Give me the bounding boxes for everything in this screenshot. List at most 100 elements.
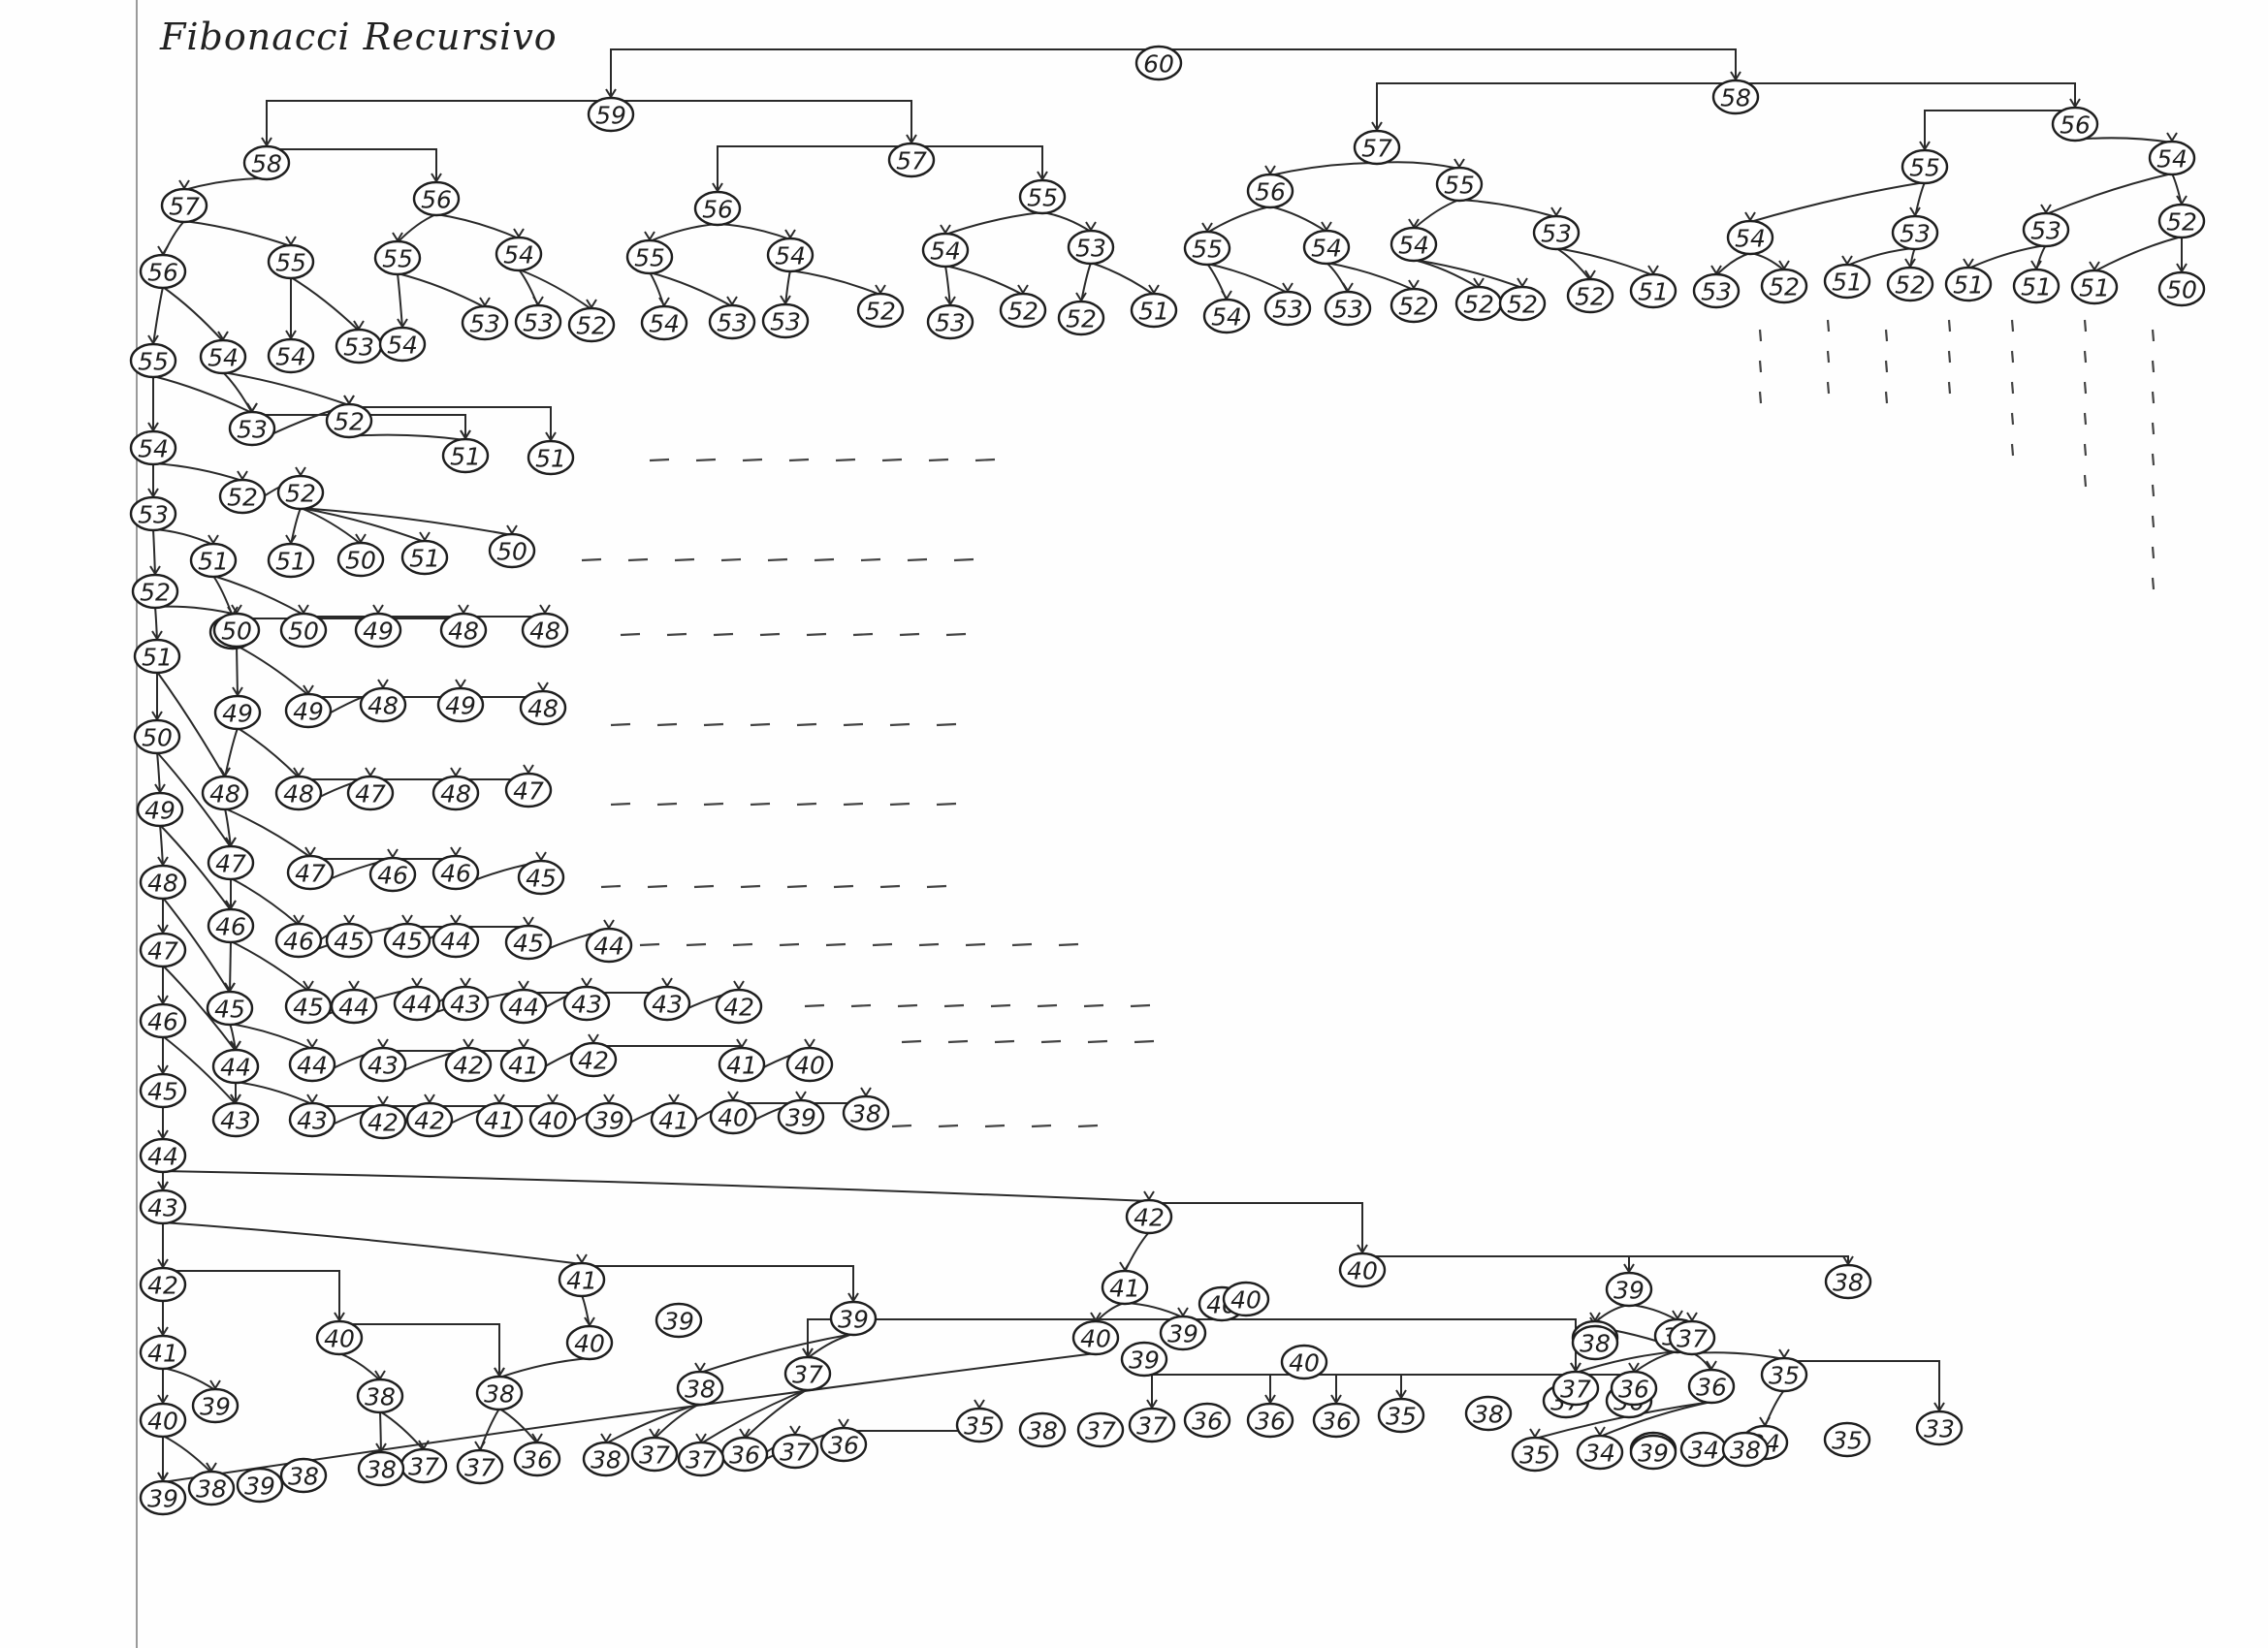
node-ellipse <box>761 302 810 339</box>
edge-arrowhead <box>733 980 745 991</box>
tree-edge <box>1575 1350 1678 1374</box>
node-ellipse <box>201 775 249 811</box>
node-label: 52 <box>1507 291 1538 319</box>
tree-node-40: 40 <box>315 1319 364 1356</box>
node-ellipse <box>1687 1368 1736 1405</box>
node-ellipse <box>378 326 427 363</box>
edge-arrowhead <box>1686 1312 1698 1322</box>
node-ellipse <box>1464 1395 1513 1432</box>
tree-node-39: 39 <box>1629 1434 1677 1471</box>
node-ellipse <box>569 1041 618 1078</box>
dash-mark <box>2010 350 2015 364</box>
node-label: 45 <box>334 928 365 956</box>
node-ellipse <box>1101 1269 1149 1306</box>
dash-mark <box>1134 1039 1155 1044</box>
node-ellipse <box>267 542 315 579</box>
node-label: 43 <box>147 1194 178 1222</box>
tree-edge <box>649 223 719 242</box>
tree-edge <box>229 1023 313 1050</box>
node-ellipse <box>139 1072 187 1109</box>
node-ellipse <box>383 922 431 959</box>
node-ellipse <box>842 1094 890 1131</box>
edge-arrowhead <box>603 1093 615 1104</box>
dash-mark <box>947 1039 969 1044</box>
tree-edge <box>152 528 214 546</box>
node-label: 56 <box>2060 111 2091 140</box>
node-label: 44 <box>440 928 471 956</box>
tree-node-60: 60 <box>1134 45 1183 81</box>
node-ellipse <box>921 232 970 269</box>
node-label: 55 <box>1192 236 1223 264</box>
node-label: 44 <box>338 994 369 1022</box>
dash-mark <box>2083 474 2088 488</box>
edge-arrowhead <box>581 977 592 988</box>
dash-mark <box>1884 391 1889 404</box>
edge-arrowhead <box>1672 1310 1683 1320</box>
tree-node-48: 48 <box>359 686 407 723</box>
tree-node-53: 53 <box>926 303 974 340</box>
node-label: 52 <box>1463 291 1494 319</box>
node-label: 54 <box>275 343 306 371</box>
node-ellipse <box>1726 219 1774 256</box>
dash-mark <box>1884 329 1889 342</box>
node-label: 40 <box>574 1330 605 1358</box>
node-ellipse <box>766 237 815 273</box>
node-ellipse <box>829 1300 878 1337</box>
dash-mark <box>1130 1003 1151 1008</box>
node-ellipse <box>565 1324 614 1361</box>
node-label: 57 <box>1361 135 1392 163</box>
tree-edge <box>183 220 292 247</box>
node-label: 35 <box>1386 1403 1417 1431</box>
dash-mark <box>1758 360 1763 373</box>
dash-mark <box>1758 329 1763 342</box>
node-label: 47 <box>215 850 246 878</box>
node-label: 47 <box>295 860 326 888</box>
tree-node-40: 40 <box>1280 1344 1328 1380</box>
node-label: 42 <box>1134 1204 1165 1232</box>
node-ellipse <box>655 1302 703 1339</box>
dash-mark <box>720 557 742 562</box>
edge-arrowhead <box>523 916 534 927</box>
node-label: 55 <box>1909 154 1940 182</box>
tree-node-53: 53 <box>335 328 383 364</box>
tree-node-54: 54 <box>1726 219 1774 256</box>
tree-node-37: 37 <box>1551 1370 1600 1407</box>
tree-node-40: 40 <box>1071 1319 1120 1356</box>
tree-edge <box>156 751 161 795</box>
edge-arrowhead <box>644 231 655 241</box>
tree-node-44: 44 <box>393 985 441 1022</box>
dash-mark <box>2151 422 2156 435</box>
tree-edge <box>252 414 466 438</box>
node-ellipse <box>1338 1252 1387 1288</box>
node-label: 37 <box>408 1453 439 1481</box>
tree-edge <box>183 177 268 191</box>
tree-node-40: 40 <box>565 1324 614 1361</box>
node-label: 48 <box>440 780 471 808</box>
tree-edge <box>152 462 243 482</box>
node-ellipse <box>2051 106 2099 143</box>
tree-edge <box>1362 1255 1630 1272</box>
tree-node-38: 38 <box>1721 1431 1770 1468</box>
edge-arrowhead <box>1647 265 1659 275</box>
dash-mark <box>1826 381 1831 395</box>
tree-node-36: 36 <box>720 1436 769 1473</box>
node-ellipse <box>519 689 567 726</box>
tree-node-52: 52 <box>218 478 267 515</box>
node-ellipse <box>431 775 480 811</box>
tree-node-39: 39 <box>1159 1315 1207 1351</box>
tree-node-35: 35 <box>1760 1356 1808 1393</box>
tree-node-35: 35 <box>1823 1421 1871 1458</box>
node-ellipse <box>206 990 254 1027</box>
edge-arrowhead <box>1221 290 1232 301</box>
edge-arrowhead <box>401 914 413 925</box>
node-label: 52 <box>1398 293 1429 321</box>
node-label: 46 <box>283 928 314 956</box>
node-label: 44 <box>297 1052 328 1080</box>
node-label: 47 <box>147 937 178 966</box>
tree-edge <box>303 613 546 618</box>
tree-node-38: 38 <box>582 1441 630 1477</box>
node-label: 38 <box>1027 1417 1058 1445</box>
node-label: 47 <box>355 780 386 808</box>
dash-mark <box>843 722 864 727</box>
node-ellipse <box>373 239 422 276</box>
